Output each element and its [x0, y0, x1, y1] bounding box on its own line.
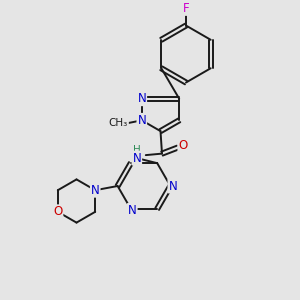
- Text: CH₃: CH₃: [109, 118, 128, 128]
- Text: N: N: [91, 184, 100, 197]
- Text: F: F: [183, 2, 189, 15]
- Text: N: N: [128, 204, 137, 217]
- Text: O: O: [178, 139, 188, 152]
- Text: O: O: [53, 205, 62, 218]
- Text: N: N: [137, 92, 146, 105]
- Text: N: N: [168, 179, 177, 193]
- Text: H: H: [133, 145, 141, 155]
- Text: N: N: [132, 152, 141, 165]
- Text: N: N: [137, 114, 146, 127]
